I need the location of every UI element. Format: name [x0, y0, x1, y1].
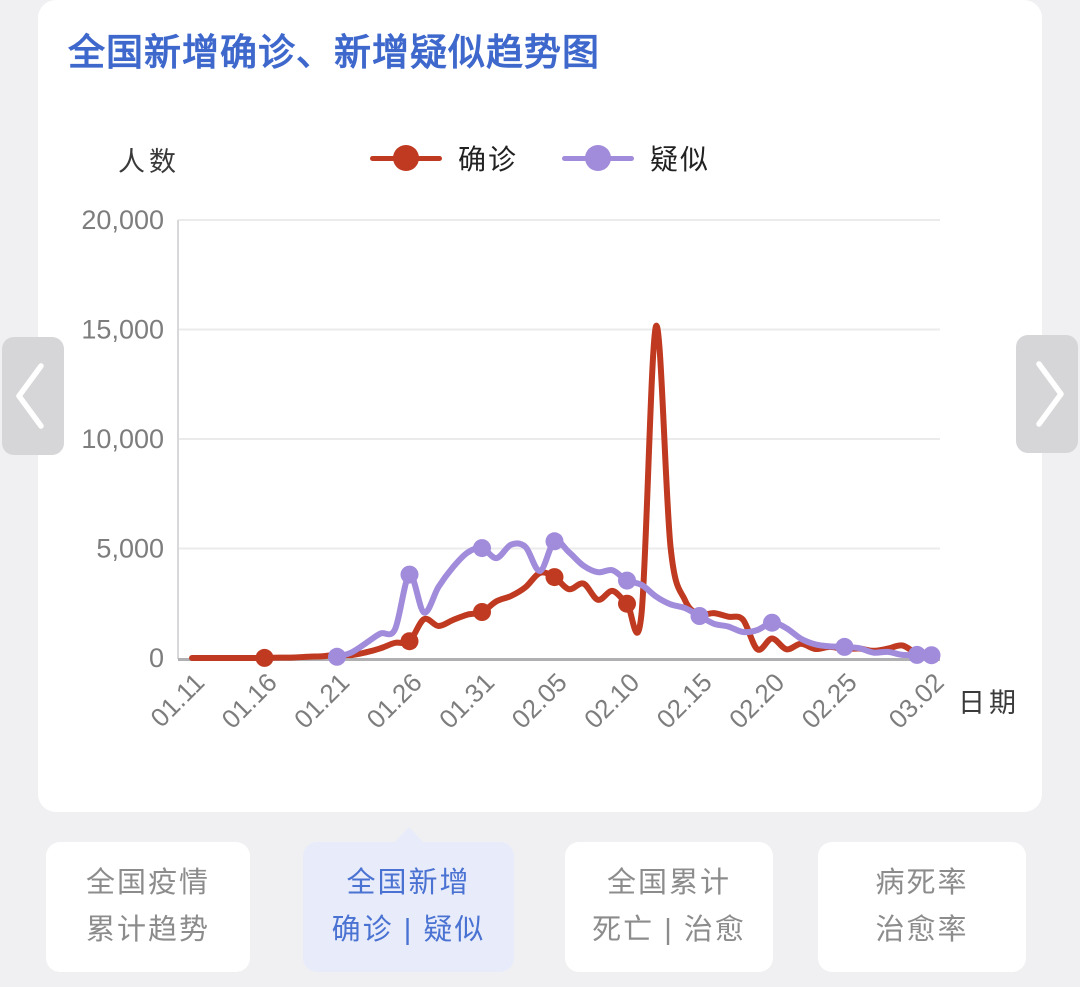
next-chart-button[interactable] [1016, 335, 1078, 453]
tab-label-line2: 确诊 | 疑似 [331, 914, 486, 946]
svg-text:02.15: 02.15 [651, 667, 718, 734]
svg-text:02.10: 02.10 [578, 667, 645, 734]
tab-new-confirmed-suspected[interactable]: 全国新增 确诊 | 疑似 [303, 827, 514, 972]
chart-tab-bar: 全国疫情 累计趋势 全国新增 确诊 | 疑似 全国累计 死亡 | 治愈 病死率 … [0, 827, 1080, 972]
svg-text:0: 0 [149, 643, 164, 673]
svg-text:20,000: 20,000 [81, 205, 164, 235]
svg-text:01.16: 01.16 [216, 667, 283, 734]
svg-text:10,000: 10,000 [81, 424, 164, 454]
chevron-right-icon [1036, 361, 1064, 427]
legend-label-suspected: 疑似 [650, 144, 711, 175]
svg-text:01.26: 01.26 [361, 667, 428, 734]
confirmed-line-dot-marker-icon [369, 144, 442, 172]
chart-card [38, 0, 1042, 812]
svg-text:01.21: 01.21 [288, 667, 355, 734]
svg-text:02.25: 02.25 [796, 667, 863, 734]
tab-label-line2: 治愈率 [875, 914, 969, 946]
legend-item-confirmed[interactable]: 确诊 [369, 138, 518, 178]
tab-label-line1: 全国累计 [606, 867, 731, 899]
svg-text:03.02: 03.02 [883, 667, 950, 734]
svg-text:02.05: 02.05 [506, 667, 573, 734]
active-tab-pointer-icon [393, 827, 424, 843]
chevron-left-icon [16, 363, 44, 429]
svg-text:01.11: 01.11 [144, 667, 210, 733]
legend-item-suspected[interactable]: 疑似 [562, 138, 710, 178]
x-axis-unit-label: 日期 [958, 688, 1020, 718]
y-axis-unit-label: 人数 [118, 147, 180, 177]
tab-cumulative-trend[interactable]: 全国疫情 累计趋势 [46, 842, 250, 972]
prev-chart-button[interactable] [2, 337, 64, 455]
tab-label-line2: 累计趋势 [85, 914, 210, 946]
svg-text:01.31: 01.31 [433, 667, 500, 734]
tab-label-line1: 病死率 [875, 867, 969, 899]
tab-fatality-cure-rate[interactable]: 病死率 治愈率 [818, 842, 1026, 972]
legend-label-confirmed: 确诊 [457, 144, 518, 175]
svg-text:15,000: 15,000 [81, 315, 164, 345]
svg-text:02.20: 02.20 [723, 667, 790, 734]
suspected-line-dot-marker-icon [562, 144, 634, 172]
svg-text:5,000: 5,000 [96, 534, 164, 564]
tab-label-line1: 全国疫情 [85, 867, 210, 899]
tab-label-line1: 全国新增 [346, 867, 471, 899]
legend: 确诊 疑似 [0, 136, 1080, 180]
tab-label-line2: 死亡 | 治愈 [592, 914, 746, 946]
tab-cumulative-death-cured[interactable]: 全国累计 死亡 | 治愈 [565, 842, 773, 972]
chart-title: 全国新增确诊、新增疑似趋势图 [68, 32, 600, 73]
